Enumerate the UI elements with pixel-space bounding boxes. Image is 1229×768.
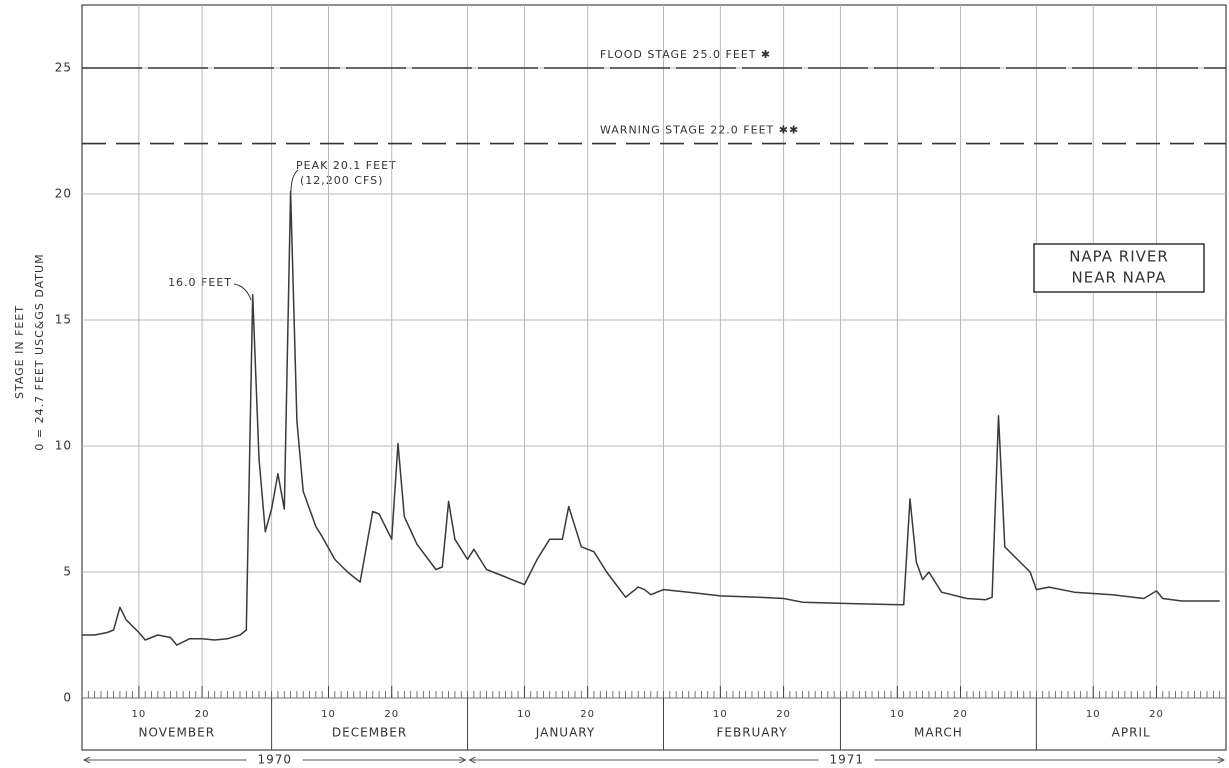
x-tick-label: 10: [132, 709, 147, 720]
axis-frame: [81, 697, 1227, 751]
y-axis-label: 0 = 24.7 FEET USC&GS DATUM: [33, 253, 46, 450]
annotation: PEAK 20.1 FEET: [296, 159, 397, 172]
chart-title: NEAR NAPA: [1072, 269, 1167, 287]
data-line: [82, 190, 1220, 646]
y-tick-label: 10: [55, 439, 72, 453]
month-label: NOVEMBER: [139, 726, 216, 740]
x-tick-label: 10: [713, 709, 728, 720]
reference-label: FLOOD STAGE 25.0 FEET ✱: [600, 48, 771, 61]
x-tick-label: 10: [517, 709, 532, 720]
chart-title: NAPA RIVER: [1069, 248, 1169, 266]
year-arrow: [468, 756, 476, 764]
y-tick-label: 5: [63, 565, 72, 579]
y-tick-label: 25: [55, 61, 72, 75]
year-arrow: [459, 756, 467, 764]
month-label: JANUARY: [535, 726, 595, 740]
year-arrow: [1217, 756, 1226, 764]
y-axis-label: STAGE IN FEET: [13, 305, 26, 399]
reference-label: WARNING STAGE 22.0 FEET ✱✱: [600, 124, 799, 137]
y-tick-label: 15: [55, 313, 72, 327]
month-label: DECEMBER: [332, 726, 407, 740]
title-box: [1033, 243, 1205, 293]
x-tick-label: 10: [321, 709, 336, 720]
month-label: FEBRUARY: [716, 726, 787, 740]
x-tick-label: 20: [1149, 709, 1164, 720]
year-label: 1970: [258, 753, 293, 767]
x-tick-label: 20: [953, 709, 968, 720]
x-tick-label: 20: [776, 709, 791, 720]
y-tick-label: 20: [55, 187, 72, 201]
y-tick-label: 0: [63, 691, 72, 705]
annotation-leader: [290, 169, 299, 193]
month-label: APRIL: [1112, 726, 1151, 740]
x-tick-label: 10: [1086, 709, 1101, 720]
x-tick-label: 20: [384, 709, 399, 720]
month-label: MARCH: [914, 726, 963, 740]
year-arrow: [82, 756, 91, 764]
x-tick-label: 20: [580, 709, 595, 720]
year-label: 1971: [830, 753, 865, 767]
annotation: 16.0 FEET: [168, 276, 232, 289]
annotation: (12,200 CFS): [300, 174, 383, 187]
x-tick-label: 20: [195, 709, 210, 720]
annotation-leader: [233, 283, 252, 301]
x-tick-label: 10: [890, 709, 905, 720]
